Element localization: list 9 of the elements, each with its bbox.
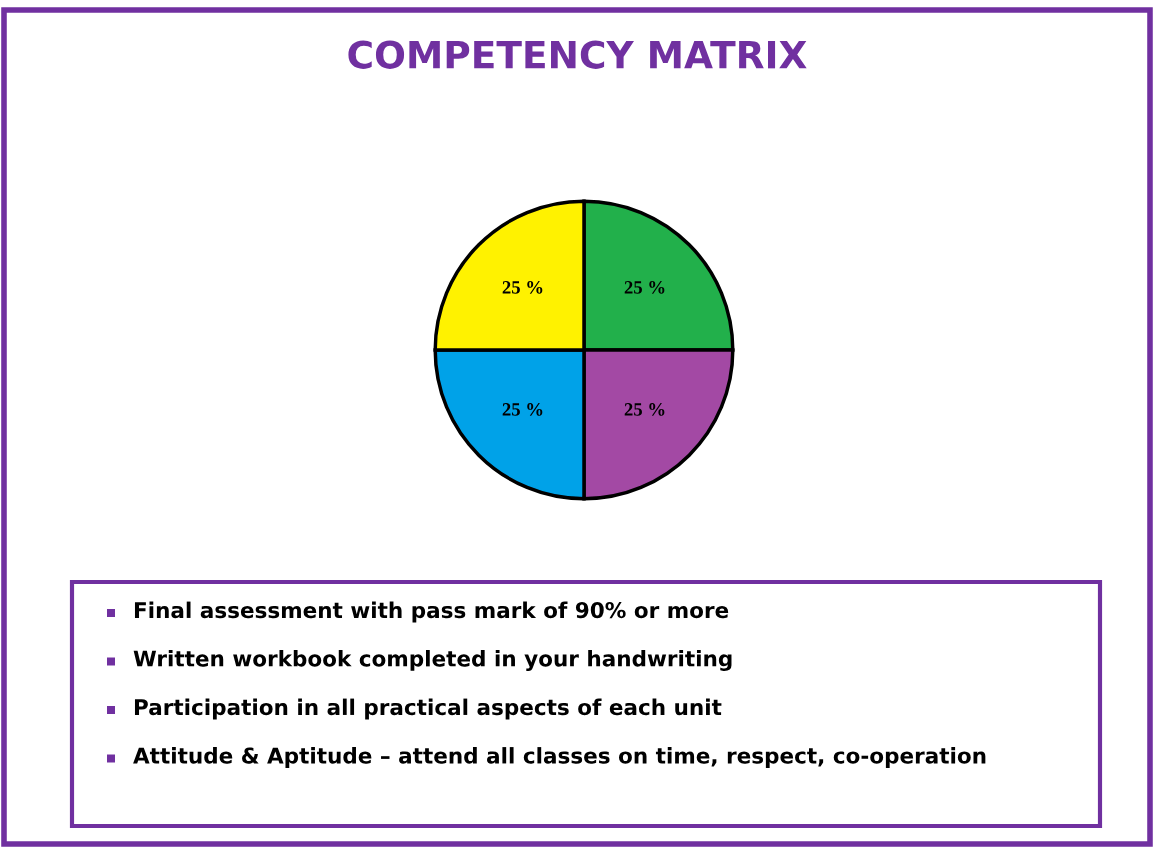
data-label: 25 % <box>502 403 543 416</box>
data-label: 25 % <box>502 281 543 294</box>
text: Written workbook completed in your handwriting <box>133 650 732 671</box>
text: Final assessment with pass mark of 90% or more <box>134 601 729 623</box>
text: Participation in all practical aspects of each unit <box>134 698 722 720</box>
text: Attitude & Aptitude – attend all classes on time, respect, co-operation <box>133 747 986 768</box>
data-label: 25 % <box>624 403 665 416</box>
chart-title: COMPETENCY MATRIX <box>348 40 807 69</box>
data-label: 25 % <box>624 281 665 294</box>
